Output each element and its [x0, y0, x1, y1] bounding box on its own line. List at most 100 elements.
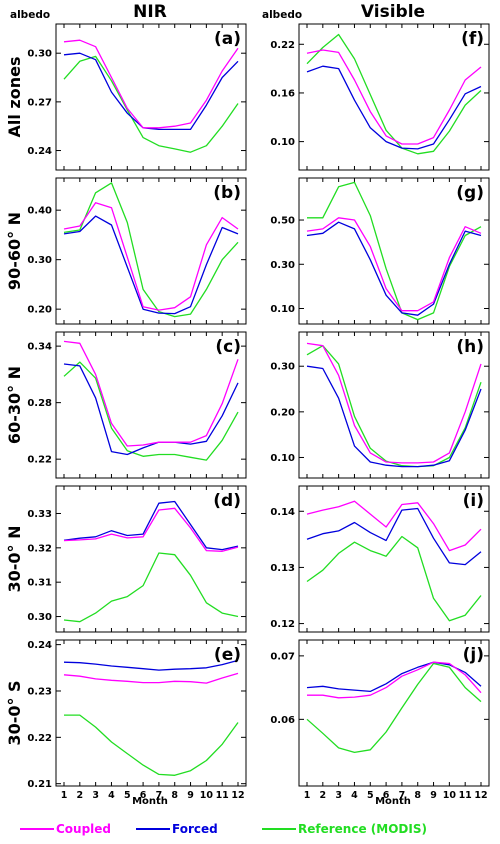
- x-tick-label: 3: [92, 790, 99, 801]
- y-tick-label: 0.30: [27, 612, 52, 623]
- legend-label-forced: Forced: [172, 822, 218, 836]
- x-axis-labels: Month Month: [132, 796, 411, 807]
- x-tick-label: 10: [443, 790, 457, 801]
- y-tick-label: 0.22: [27, 733, 52, 744]
- y-tick-label: 0.30: [27, 49, 52, 60]
- chart-panels: 0.240.270.30(a)0.100.160.22 (f)0.200.300.…: [27, 23, 490, 801]
- x-tick-label: 12: [231, 790, 244, 801]
- panel-frame: [298, 639, 490, 787]
- y-tick-label: 0.16: [270, 88, 295, 99]
- row-label-90-60-n: 90-60° N: [5, 212, 24, 290]
- column-titles: NIR Visible: [133, 2, 425, 22]
- x-tick-label: 1: [61, 790, 68, 801]
- panel-frame: [298, 23, 490, 171]
- series-line-forced: [63, 52, 239, 131]
- series-line-reference: [63, 361, 239, 461]
- y-tick-label: 0.22: [27, 455, 52, 466]
- x-tick-label: 10: [200, 790, 214, 801]
- x-tick-label: 8: [414, 790, 421, 801]
- y-tick-label: 0.50: [270, 216, 295, 227]
- series-line-reference: [63, 55, 239, 153]
- y-tick-label: 0.27: [27, 97, 52, 108]
- panel-a: 0.24 0.27 0.30 (a): [27, 23, 247, 171]
- y-tick-label: 0.24: [27, 146, 52, 157]
- y-tick-label: 0.10: [270, 304, 295, 315]
- series-line-forced: [306, 507, 482, 566]
- y-tick-label: 0.13: [270, 563, 295, 574]
- series-line-reference: [63, 552, 239, 623]
- panel-c: 0.22 0.28 0.34 (c): [27, 331, 247, 479]
- x-tick-label: 1: [304, 790, 311, 801]
- legend: Coupled Forced Reference (MODIS): [20, 822, 427, 836]
- y-tick-label: 0.23: [27, 686, 52, 697]
- y-tick-label: 0.20: [270, 407, 295, 418]
- series-line-coupled: [63, 672, 239, 684]
- x-tick-label: 8: [171, 790, 178, 801]
- y-tick-label: 0.10: [270, 137, 295, 148]
- series-line-coupled: [306, 217, 482, 312]
- x-tick-label: 4: [108, 790, 115, 801]
- x-tick-label: 9: [187, 790, 194, 801]
- panel-b: 0.20 0.30 0.40 (b): [27, 177, 247, 325]
- x-axis-label-right: Month: [375, 796, 411, 807]
- y-tick-label: 0.06: [270, 715, 295, 726]
- y-tick-label: 0.07: [270, 651, 295, 662]
- x-tick-label: 3: [335, 790, 342, 801]
- unit-label-right: albedo: [262, 9, 302, 21]
- x-tick-label: 6: [140, 790, 147, 801]
- x-tick-label: 9: [430, 790, 437, 801]
- y-tick-label: 0.30: [270, 362, 295, 373]
- panel-g: 0.10 0.30 0.50 (g): [270, 177, 490, 325]
- column-title-visible: Visible: [361, 2, 425, 22]
- y-tick-label: 0.22: [270, 40, 295, 51]
- y-tick-label: 0.24: [27, 640, 52, 651]
- unit-label-left: albedo: [10, 9, 50, 21]
- panel-letter: (f): [461, 29, 484, 49]
- panel-frame: [298, 331, 490, 479]
- x-tick-label: 5: [124, 790, 131, 801]
- series-line-reference: [307, 181, 482, 321]
- legend-label-reference-modis: Reference (MODIS): [298, 822, 427, 836]
- series-line-forced: [63, 500, 239, 551]
- series-line-coupled: [63, 202, 239, 311]
- y-tick-label: 0.40: [27, 206, 52, 217]
- panel-letter: (h): [456, 337, 484, 357]
- panel-h: 0.10 0.20 0.30 (h): [270, 331, 490, 479]
- series-line-coupled: [307, 661, 482, 699]
- series-line-reference: [306, 345, 482, 468]
- x-tick-label: 7: [156, 790, 163, 801]
- series-line-reference: [306, 535, 482, 622]
- panel-letter: (g): [456, 183, 484, 203]
- row-label-60-30-n: 60-30° N: [5, 366, 24, 444]
- x-tick-label: 11: [459, 790, 472, 801]
- panel-letter: (i): [463, 491, 484, 511]
- y-tick-label: 0.32: [27, 543, 52, 554]
- series-line-coupled: [63, 507, 239, 552]
- y-tick-label: 0.34: [27, 342, 52, 353]
- y-tick-label: 0.28: [27, 398, 52, 409]
- row-label-30-0-n: 30-0° N: [5, 526, 24, 593]
- panel-i: 0.12 0.13 0.14 (i): [270, 485, 490, 633]
- panel-letter: (c): [215, 337, 241, 357]
- series-line-coupled: [306, 49, 482, 145]
- x-tick-label: 12: [474, 790, 487, 801]
- series-line-forced: [306, 221, 482, 316]
- series-line-coupled: [63, 39, 239, 129]
- y-tick-label: 0.30: [27, 255, 52, 266]
- y-tick-label: 0.14: [270, 507, 295, 518]
- y-tick-label: 0.21: [27, 779, 52, 790]
- series-line-forced: [306, 365, 482, 468]
- panel-frame: [55, 23, 247, 171]
- column-title-nir: NIR: [133, 2, 167, 22]
- panel-e: 0.210.220.230.241 2 3 4 5 6 7 8 9 10 11 12(e): [27, 639, 247, 801]
- x-tick-label: 2: [320, 790, 327, 801]
- x-tick-label: 11: [216, 790, 229, 801]
- series-line-coupled: [63, 340, 239, 447]
- series-line-forced: [63, 363, 239, 456]
- series-line-forced: [63, 215, 239, 315]
- panel-letter: (e): [214, 645, 241, 665]
- panel-letter: (j): [463, 645, 484, 665]
- panel-letter: (b): [213, 183, 241, 203]
- series-line-coupled: [306, 500, 482, 552]
